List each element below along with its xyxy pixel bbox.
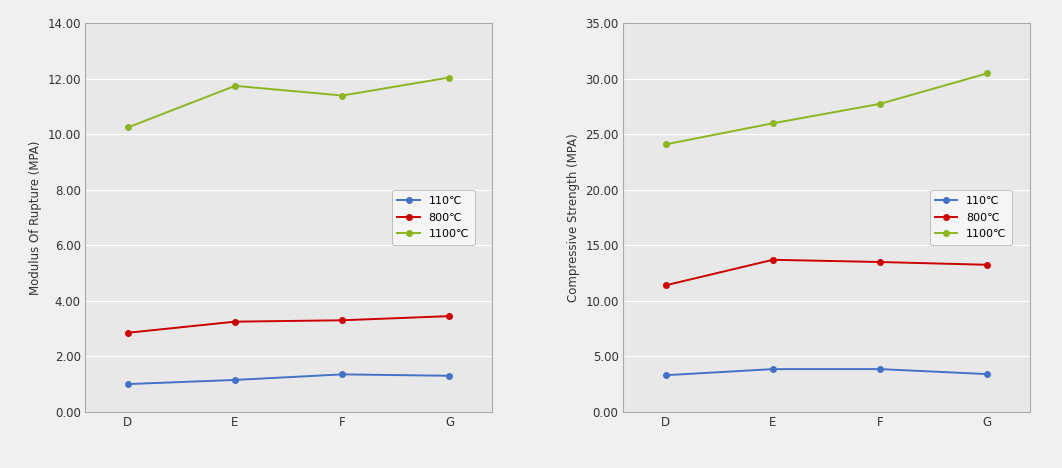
Line: 1100℃: 1100℃ [663,71,990,147]
Y-axis label: Compressive Strength (MPA): Compressive Strength (MPA) [567,133,580,302]
Legend: 110℃, 800℃, 1100℃: 110℃, 800℃, 1100℃ [392,190,475,245]
110℃ [874,366,887,372]
1100℃ [336,93,348,98]
110℃ [121,381,134,387]
Line: 1100℃: 1100℃ [125,75,452,130]
Line: 110℃: 110℃ [663,366,990,378]
Y-axis label: Modulus Of Rupture (MPA): Modulus Of Rupture (MPA) [29,140,41,295]
110℃ [767,366,780,372]
800℃ [874,259,887,265]
110℃ [660,373,672,378]
1100℃ [443,75,456,80]
800℃ [228,319,241,324]
1100℃ [767,120,780,126]
1100℃ [228,83,241,88]
1100℃ [874,101,887,107]
800℃ [336,317,348,323]
800℃ [121,330,134,336]
800℃ [767,257,780,263]
800℃ [443,313,456,319]
800℃ [660,283,672,288]
110℃ [336,372,348,377]
110℃ [981,371,994,377]
Line: 110℃: 110℃ [125,372,452,387]
1100℃ [981,71,994,76]
Line: 800℃: 800℃ [125,314,452,336]
110℃ [443,373,456,379]
Line: 800℃: 800℃ [663,257,990,288]
110℃ [228,377,241,383]
1100℃ [660,141,672,147]
1100℃ [121,124,134,130]
800℃ [981,262,994,268]
Legend: 110℃, 800℃, 1100℃: 110℃, 800℃, 1100℃ [929,190,1012,245]
